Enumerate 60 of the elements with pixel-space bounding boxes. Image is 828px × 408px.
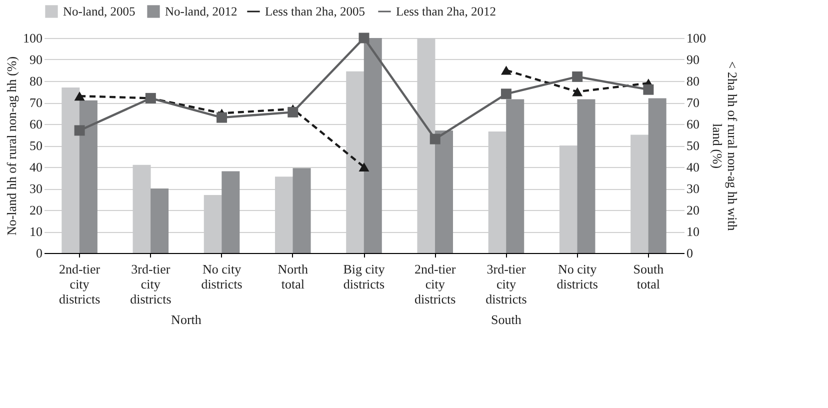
point: [500, 66, 512, 75]
point: [216, 112, 228, 123]
y-tick-label: 100: [23, 30, 42, 46]
bar: [435, 130, 453, 253]
y-tick-label: 10: [30, 224, 42, 239]
text: South: [491, 312, 522, 327]
y2-axis-title: < 2ha hh of rural non-ag hh with land (%): [710, 61, 740, 232]
y2-tick-label: 10: [686, 224, 700, 239]
y2-tick-label: 0: [686, 246, 693, 260]
x-tick-label: No city districts: [556, 262, 598, 292]
point: [358, 162, 370, 172]
y-tick-label: 80: [30, 74, 42, 88]
y2-tick-label: 100: [686, 30, 706, 46]
y2-tick-label: 60: [686, 116, 700, 132]
bar: [150, 188, 169, 253]
y2-tick-label: 80: [686, 74, 700, 88]
x-tick-label: No city districts: [201, 262, 242, 292]
bar: [648, 98, 666, 253]
legend-label: Less than 2ha, 2005: [265, 4, 365, 18]
x-tick-label: South total: [633, 262, 664, 292]
bar: [79, 100, 98, 253]
y2-tick-label: 40: [686, 160, 700, 174]
y2-tick-label: 90: [686, 52, 700, 67]
x-tick-label: 2nd-tier city districts: [414, 262, 456, 306]
text: North: [171, 312, 202, 327]
point: [74, 92, 85, 101]
y2-tick-label: 50: [686, 138, 700, 153]
point: [358, 32, 370, 44]
point: [500, 88, 512, 100]
legend-label: No-land, 2012: [165, 4, 238, 18]
legend-label: No-land, 2005: [63, 4, 136, 18]
y-tick-label: 20: [30, 202, 42, 218]
y-tick-label: 60: [30, 116, 42, 132]
point: [288, 106, 298, 118]
point: [430, 134, 440, 144]
y2-tick-label: 70: [686, 95, 700, 110]
y-tick-label: 50: [30, 138, 42, 153]
y-axis-title: No-land hh of rural non-ag hh (%): [4, 56, 19, 236]
x-tick-label: 3rd-tier city districts: [130, 262, 172, 306]
y-tick-label: 70: [30, 95, 42, 110]
x-tick-label: North total: [278, 262, 309, 292]
point: [643, 84, 654, 95]
bar: [222, 171, 240, 253]
legend-label: Less than 2ha, 2012: [396, 4, 496, 18]
point: [572, 87, 583, 96]
bar: [364, 38, 382, 253]
bar: [292, 168, 311, 253]
x-tick-label: 2nd-tier city districts: [58, 262, 101, 306]
y2-tick-label: 20: [686, 202, 700, 218]
point: [74, 125, 85, 136]
y-tick-label: 0: [36, 246, 42, 260]
bar: [577, 99, 596, 253]
x-tick-label: Big city districts: [343, 262, 386, 292]
x-tick-label: 3rd-tier city districts: [486, 262, 527, 306]
y2-tick-label: 30: [686, 181, 700, 196]
point: [572, 71, 583, 82]
y-tick-label: 90: [30, 52, 42, 67]
y-tick-label: 40: [30, 160, 42, 174]
bar: [506, 99, 524, 253]
y-tick-label: 30: [30, 181, 42, 196]
